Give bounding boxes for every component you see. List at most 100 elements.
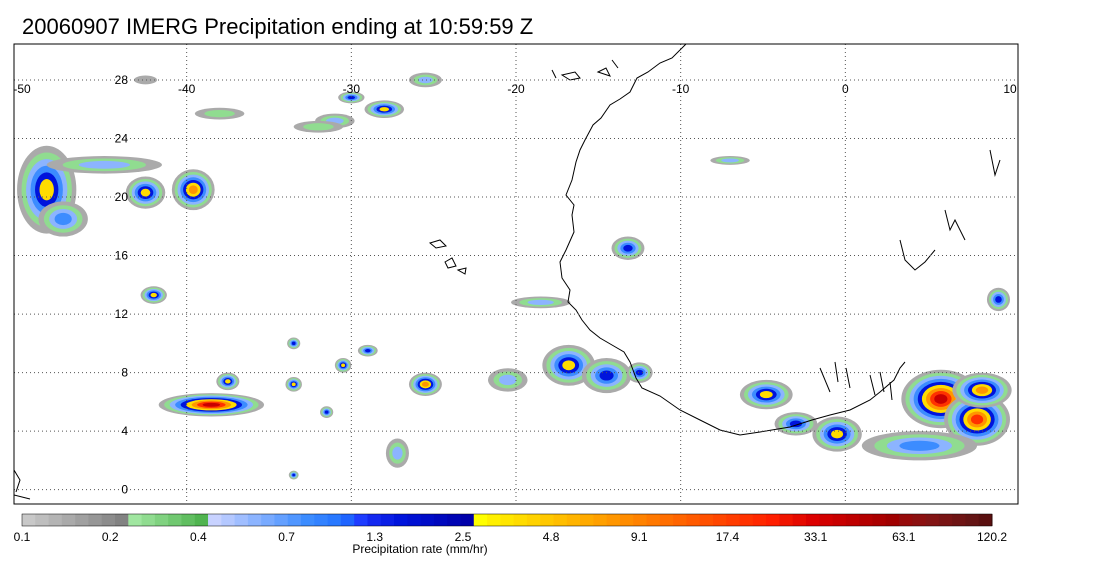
colorbar-swatch bbox=[48, 514, 63, 526]
colorbar-label: Precipitation rate (mm/hr) bbox=[352, 542, 487, 556]
colorbar-swatch bbox=[752, 514, 767, 526]
map-title: 20060907 IMERG Precipitation ending at 1… bbox=[22, 14, 534, 39]
precipitation-contour bbox=[225, 379, 231, 384]
latitude-tick-label: 28 bbox=[115, 73, 129, 87]
precipitation-contour bbox=[303, 123, 334, 131]
colorbar-swatch bbox=[154, 514, 169, 526]
precipitation-cell bbox=[216, 372, 240, 391]
longitude-tick-label: -40 bbox=[178, 82, 196, 96]
colorbar-swatch bbox=[965, 514, 980, 526]
precipitation-contour bbox=[759, 391, 773, 399]
colorbar-tick-label: 0.1 bbox=[14, 530, 31, 544]
precipitation-contour bbox=[150, 292, 157, 298]
colorbar-tick-label: 0.2 bbox=[102, 530, 119, 544]
colorbar-swatch bbox=[845, 514, 860, 526]
colorbar-swatch bbox=[261, 514, 275, 526]
precipitation-contour bbox=[140, 188, 151, 197]
precipitation-cell bbox=[357, 344, 378, 357]
precipitation-contour bbox=[292, 473, 296, 477]
colorbar-swatch bbox=[606, 514, 621, 526]
colorbar-swatch bbox=[287, 514, 302, 526]
coastline bbox=[14, 44, 1001, 500]
colorbar-swatch bbox=[859, 514, 873, 526]
colorbar-tick-label: 2.5 bbox=[455, 530, 472, 544]
colorbar-swatch bbox=[779, 514, 794, 526]
colorbar-swatch bbox=[433, 514, 448, 526]
colorbar-swatch bbox=[500, 514, 515, 526]
colorbar-swatch bbox=[726, 514, 741, 526]
colorbar-swatch bbox=[566, 514, 581, 526]
colorbar-swatch bbox=[792, 514, 807, 526]
precipitation-cell bbox=[739, 379, 793, 410]
colorbar-swatch bbox=[633, 514, 648, 526]
colorbar-swatch bbox=[673, 514, 687, 526]
precipitation-contour bbox=[527, 299, 554, 305]
colorbar-swatch bbox=[247, 514, 262, 526]
precipitation-cell bbox=[158, 393, 265, 417]
colorbar-swatch bbox=[420, 514, 435, 526]
precipitation-cell bbox=[952, 372, 1012, 408]
colorbar-swatch bbox=[75, 514, 89, 526]
latitude-tick-label: 20 bbox=[115, 190, 129, 204]
precipitation-contour bbox=[347, 95, 356, 100]
colorbar-swatch bbox=[580, 514, 594, 526]
colorbar-swatch bbox=[208, 514, 222, 526]
precipitation-contour bbox=[562, 360, 576, 371]
colorbar-swatch bbox=[473, 514, 488, 526]
colorbar-swatch bbox=[22, 514, 36, 526]
precipitation-contour bbox=[421, 381, 429, 387]
longitude-tick-label: 0 bbox=[842, 82, 849, 96]
precipitation-cell bbox=[334, 357, 352, 373]
precipitation-cell bbox=[812, 416, 862, 452]
colorbar-swatch bbox=[832, 514, 847, 526]
precipitation-cell bbox=[710, 156, 750, 165]
precipitation-contour bbox=[78, 160, 130, 169]
precipitation-cell bbox=[285, 377, 302, 392]
colorbar-swatch bbox=[221, 514, 236, 526]
precipitation-contour bbox=[379, 107, 390, 112]
longitude-tick-label: -50 bbox=[13, 82, 31, 96]
precipitation-contour bbox=[934, 394, 948, 404]
colorbar-swatch bbox=[819, 514, 834, 526]
precipitation-cells bbox=[17, 72, 1012, 480]
precipitation-contour bbox=[899, 440, 940, 451]
precipitation-contour bbox=[623, 244, 633, 252]
precipitation-cell bbox=[511, 296, 571, 309]
colorbar-swatch bbox=[952, 514, 966, 526]
colorbar-swatch bbox=[301, 514, 315, 526]
precipitation-cell bbox=[861, 431, 978, 461]
latitude-tick-label: 24 bbox=[115, 131, 129, 145]
precipitation-contour bbox=[324, 410, 329, 414]
precipitation-contour bbox=[204, 110, 235, 118]
precipitation-contour bbox=[202, 402, 221, 407]
colorbar-swatch bbox=[367, 514, 382, 526]
latitude-tick-label: 12 bbox=[115, 307, 129, 321]
precipitation-contour bbox=[599, 370, 614, 381]
colorbar-swatch bbox=[805, 514, 820, 526]
precipitation-contour bbox=[970, 414, 984, 425]
colorbar-swatch bbox=[181, 514, 196, 526]
colorbar-swatch bbox=[101, 514, 116, 526]
colorbar-swatch bbox=[340, 514, 355, 526]
latitude-tick-label: 0 bbox=[121, 483, 128, 497]
colorbar-swatch bbox=[447, 514, 461, 526]
colorbar-tick-label: 1.3 bbox=[366, 530, 383, 544]
precipitation-cell bbox=[293, 120, 344, 133]
precipitation-cell bbox=[133, 75, 158, 85]
longitude-tick-labels: -50 -40 -30 -20 -10 0 10 bbox=[13, 82, 1017, 96]
precipitation-cell bbox=[364, 100, 405, 118]
colorbar bbox=[21, 513, 993, 527]
colorbar-swatch bbox=[234, 514, 249, 526]
colorbar-swatch bbox=[314, 514, 329, 526]
precipitation-contour bbox=[392, 446, 403, 460]
precipitation-cell bbox=[774, 412, 818, 436]
precipitation-cell bbox=[611, 236, 645, 260]
precipitation-contour bbox=[291, 341, 296, 346]
colorbar-swatch bbox=[898, 514, 913, 526]
precipitation-contour bbox=[291, 382, 296, 387]
colorbar-tick-label: 0.4 bbox=[190, 530, 207, 544]
colorbar-swatch bbox=[88, 514, 103, 526]
colorbar-swatch bbox=[978, 514, 993, 526]
colorbar-swatch bbox=[646, 514, 661, 526]
latitude-tick-label: 8 bbox=[121, 366, 128, 380]
